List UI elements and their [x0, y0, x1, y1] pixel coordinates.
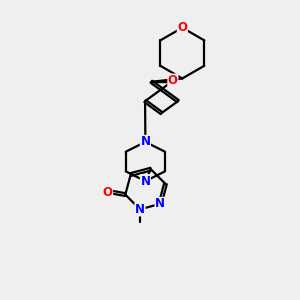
Text: N: N — [155, 197, 165, 210]
Text: O: O — [177, 21, 187, 34]
Text: O: O — [103, 186, 112, 199]
Text: N: N — [140, 135, 150, 148]
Text: N: N — [135, 203, 145, 216]
Text: O: O — [168, 74, 178, 87]
Text: N: N — [140, 175, 150, 188]
